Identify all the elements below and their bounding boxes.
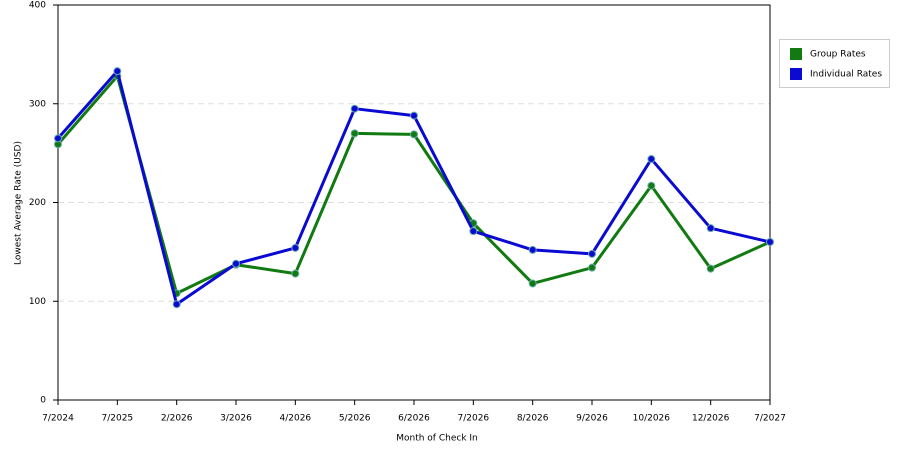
data-point bbox=[528, 245, 537, 254]
data-point bbox=[706, 264, 715, 273]
x-tick-label: 7/2024 bbox=[42, 414, 74, 424]
data-point bbox=[113, 67, 122, 76]
data-point bbox=[410, 111, 418, 120]
y-tick-label: 200 bbox=[29, 198, 46, 208]
data-point bbox=[588, 249, 596, 258]
x-tick-label: 7/2025 bbox=[101, 414, 133, 424]
x-tick-label: 7/2027 bbox=[754, 414, 786, 424]
data-point bbox=[647, 181, 656, 190]
data-point bbox=[766, 238, 774, 246]
data-point bbox=[350, 104, 359, 113]
y-tick-label: 300 bbox=[29, 99, 46, 109]
data-point bbox=[291, 243, 300, 252]
x-tick-label: 3/2026 bbox=[220, 414, 252, 424]
x-tick-label: 5/2026 bbox=[339, 414, 371, 424]
x-axis-label: Month of Check In bbox=[396, 434, 478, 444]
legend-label: Individual Rates bbox=[810, 70, 882, 80]
x-tick-label: 7/2026 bbox=[457, 414, 489, 424]
x-tick-label: 2/2026 bbox=[161, 414, 193, 424]
legend bbox=[779, 39, 890, 88]
data-point bbox=[647, 155, 656, 164]
legend-swatch bbox=[790, 48, 802, 60]
x-tick-label: 4/2026 bbox=[279, 414, 311, 424]
data-point bbox=[172, 300, 181, 309]
x-tick-label: 10/2026 bbox=[633, 414, 671, 424]
data-point bbox=[706, 224, 715, 233]
data-point bbox=[410, 130, 418, 139]
data-point bbox=[528, 279, 537, 288]
legend-swatch bbox=[790, 68, 802, 80]
data-point bbox=[588, 263, 596, 272]
series-line bbox=[56, 69, 771, 306]
y-axis-label: Lowest Average Rate (USD) bbox=[14, 141, 24, 265]
y-tick-label: 0 bbox=[40, 396, 46, 406]
x-tick-label: 9/2026 bbox=[576, 414, 608, 424]
legend-label: Group Rates bbox=[810, 50, 866, 60]
data-point bbox=[54, 134, 62, 143]
data-point bbox=[350, 129, 359, 138]
x-tick-label: 12/2026 bbox=[692, 414, 730, 424]
x-tick-label: 8/2026 bbox=[517, 414, 549, 424]
data-point bbox=[469, 227, 478, 236]
y-tick-label: 400 bbox=[29, 1, 46, 11]
data-point bbox=[232, 259, 240, 268]
data-point bbox=[291, 269, 300, 278]
y-tick-label: 100 bbox=[29, 297, 46, 307]
x-tick-label: 6/2026 bbox=[398, 414, 430, 424]
